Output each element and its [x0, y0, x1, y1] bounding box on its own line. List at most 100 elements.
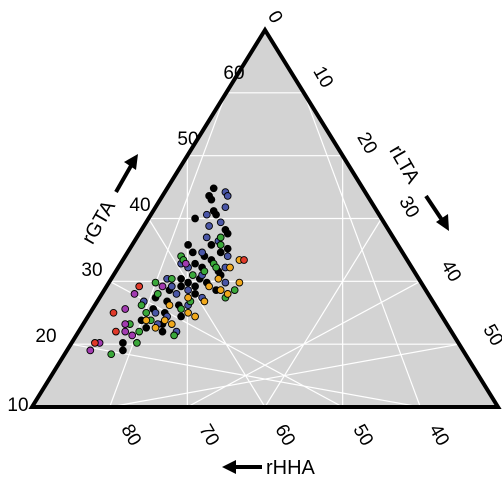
data-point-green: [216, 241, 225, 249]
data-point-orange: [200, 297, 209, 306]
data-point-black: [177, 282, 185, 291]
data-point-black: [158, 327, 167, 336]
data-point-orange: [205, 282, 213, 291]
left-tick-label: 10: [7, 395, 28, 416]
data-point-blue: [205, 222, 213, 230]
data-point-green: [230, 286, 239, 294]
data-point-blue: [202, 210, 211, 219]
data-point-red: [91, 339, 99, 347]
data-point-blue: [216, 218, 225, 227]
data-point-red: [135, 282, 144, 291]
data-point-orange: [160, 316, 169, 325]
data-point-blue: [202, 233, 211, 242]
bottom-tick-label: 40: [424, 421, 453, 450]
data-point-green: [153, 290, 162, 298]
right-axis-arrow: [424, 194, 449, 231]
left-axis-arrow: [114, 154, 138, 193]
left-tick-label: 50: [177, 129, 198, 150]
bottom-tick-label: 70: [194, 421, 223, 450]
data-point-green: [212, 263, 220, 272]
data-point-blue: [167, 282, 176, 291]
data-point-green: [170, 331, 178, 340]
data-point-orange: [165, 301, 174, 310]
data-point-orange: [235, 278, 244, 287]
right-tick-label: 0: [263, 7, 286, 27]
data-point-purple: [158, 282, 167, 291]
data-point-green: [188, 271, 197, 279]
data-point-blue: [198, 248, 206, 257]
data-point-black: [191, 214, 199, 223]
ternary-triangle-frame: [28, 26, 502, 409]
right-tick-label: 50: [478, 321, 502, 350]
data-point-green: [133, 339, 141, 347]
data-point-purple: [181, 259, 190, 268]
data-point-orange: [223, 290, 232, 298]
data-point-black: [212, 210, 220, 219]
data-point-black: [177, 312, 185, 321]
data-point-black: [119, 346, 127, 355]
left-tick-label: 20: [35, 326, 56, 347]
data-point-orange: [142, 316, 151, 325]
data-point-purple: [128, 331, 137, 340]
data-point-blue: [184, 286, 192, 294]
data-point-black: [188, 248, 197, 257]
data-point-purple: [130, 290, 139, 298]
data-point-blue: [223, 192, 232, 200]
grid-line-falling: [109, 343, 460, 408]
data-point-orange: [151, 323, 160, 332]
data-point-green: [137, 301, 146, 310]
left-tick-label: 30: [81, 260, 102, 281]
data-point-orange: [191, 312, 199, 321]
data-point-black: [207, 241, 216, 249]
data-point-green: [107, 350, 116, 359]
bottom-axis-label: rHHA: [266, 457, 316, 479]
data-points: [86, 184, 248, 359]
data-point-black: [142, 323, 151, 332]
data-point-red: [240, 256, 248, 264]
data-point-black: [209, 184, 218, 193]
data-point-purple: [86, 346, 95, 355]
grid-line-rising: [70, 343, 421, 408]
data-point-black: [216, 248, 225, 257]
left-tick-label: 60: [223, 63, 244, 84]
data-point-purple: [121, 327, 130, 336]
data-point-black: [223, 229, 232, 238]
data-point-orange: [226, 263, 234, 272]
bottom-tick-label: 60: [270, 421, 299, 450]
data-point-green: [177, 305, 185, 313]
data-point-orange: [184, 293, 192, 302]
bottom-tick-label: 50: [348, 421, 377, 450]
bottom-axis-arrow: [222, 460, 262, 474]
right-tick-label: 10: [308, 63, 337, 92]
data-point-black: [119, 339, 127, 347]
right-tick-label: 30: [394, 193, 423, 222]
data-point-black: [191, 259, 199, 268]
data-point-red: [109, 308, 118, 317]
data-point-purple: [121, 305, 130, 313]
data-point-orange: [184, 308, 192, 317]
right-tick-label: 20: [352, 129, 381, 158]
data-point-green: [200, 267, 209, 276]
data-point-black: [223, 244, 232, 253]
data-point-green: [216, 233, 225, 242]
data-point-orange: [167, 320, 176, 328]
data-point-black: [207, 195, 216, 204]
data-point-black: [191, 290, 199, 298]
data-point-green: [151, 278, 160, 287]
data-point-blue: [172, 290, 181, 298]
data-point-green: [135, 327, 144, 336]
left-axis-label: rGTA: [78, 196, 121, 248]
data-point-black: [177, 274, 185, 283]
data-point-black: [184, 278, 192, 287]
left-tick-label: 40: [129, 195, 150, 216]
data-point-blue: [221, 278, 230, 287]
data-point-black: [184, 241, 192, 249]
data-point-red: [112, 327, 120, 336]
right-tick-label: 40: [436, 257, 465, 286]
left-axis-title: rGTA: [78, 196, 121, 248]
data-point-purple: [121, 320, 130, 328]
data-point-green: [167, 274, 176, 283]
data-point-blue: [221, 203, 230, 212]
data-point-blue: [151, 308, 160, 317]
